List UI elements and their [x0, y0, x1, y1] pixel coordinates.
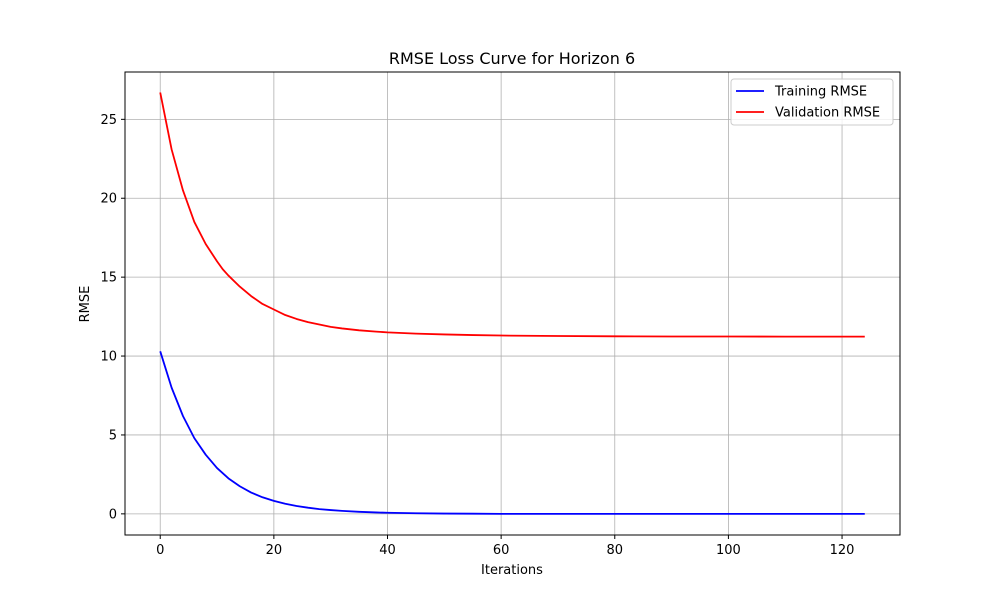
series-lines [159, 92, 865, 515]
y-axis-ticks: 0 5 10 15 20 25 [100, 113, 125, 522]
legend-label: Training RMSE [774, 85, 867, 100]
x-tick-label: 0 [156, 543, 164, 558]
x-tick-label: 100 [716, 543, 741, 558]
x-tick-label: 60 [493, 543, 510, 558]
x-axis-ticks: 0 20 40 60 80 100 120 [156, 535, 854, 558]
x-axis-title: Iterations [481, 563, 543, 578]
legend: Training RMSE Validation RMSE [730, 78, 894, 126]
plot-frame [124, 71, 901, 536]
y-tick-label: 10 [100, 350, 117, 365]
x-tick-label: 80 [606, 543, 623, 558]
series-line-validation [159, 92, 865, 338]
x-tick-label: 20 [266, 543, 283, 558]
y-tick-label: 15 [100, 271, 117, 286]
y-tick-label: 25 [100, 113, 117, 128]
y-axis-title: RMSE [78, 286, 93, 323]
series-line-training [159, 351, 865, 515]
legend-label: Validation RMSE [775, 106, 880, 121]
y-tick-label: 20 [100, 192, 117, 207]
legend-box [730, 78, 894, 126]
x-tick-label: 120 [830, 543, 855, 558]
chart-title: RMSE Loss Curve for Horizon 6 [389, 49, 635, 68]
y-tick-label: 5 [109, 428, 117, 443]
grid-lines [125, 72, 900, 535]
x-tick-label: 40 [379, 543, 396, 558]
y-tick-label: 0 [109, 507, 117, 522]
